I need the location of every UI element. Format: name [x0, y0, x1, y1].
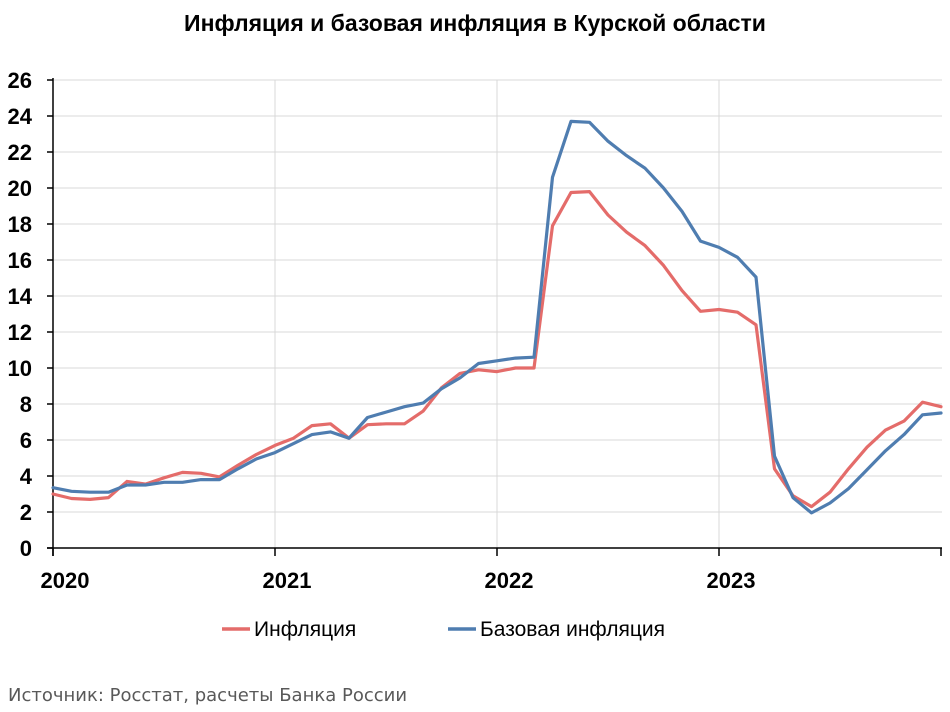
- y-tick-label: 4: [20, 464, 33, 489]
- x-tick-label: 2021: [263, 568, 312, 593]
- x-tick-label: 2020: [41, 568, 90, 593]
- y-tick-label: 24: [8, 104, 33, 129]
- y-tick-label: 12: [8, 320, 32, 345]
- series-line-2: [51, 119, 943, 515]
- grid: [53, 79, 942, 548]
- x-axis: 2020 2021 2022 2023: [41, 547, 942, 593]
- chart-title: Инфляция и базовая инфляция в Курской об…: [184, 10, 766, 36]
- y-tick-label: 8: [20, 392, 32, 417]
- y-tick-label: 10: [8, 356, 32, 381]
- y-tick-label: 0: [20, 536, 32, 561]
- y-tick-label: 18: [8, 212, 32, 237]
- y-tick-label: 26: [8, 68, 32, 93]
- y-tick-label: 16: [8, 248, 32, 273]
- legend-label: Базовая инфляция: [480, 618, 665, 641]
- series-lines: [51, 119, 943, 515]
- y-tick-label: 20: [8, 176, 32, 201]
- y-tick-label: 2: [20, 500, 32, 525]
- y-tick-label: 22: [8, 140, 32, 165]
- legend-label: Инфляция: [254, 618, 356, 641]
- x-tick-label: 2023: [707, 568, 756, 593]
- y-tick-label: 6: [20, 428, 32, 453]
- legend: Инфляция Базовая инфляция: [222, 618, 665, 641]
- source-note: Источник: Росстат, расчеты Банка России: [8, 685, 408, 706]
- y-tick-label: 14: [8, 284, 33, 309]
- x-tick-label: 2022: [485, 568, 534, 593]
